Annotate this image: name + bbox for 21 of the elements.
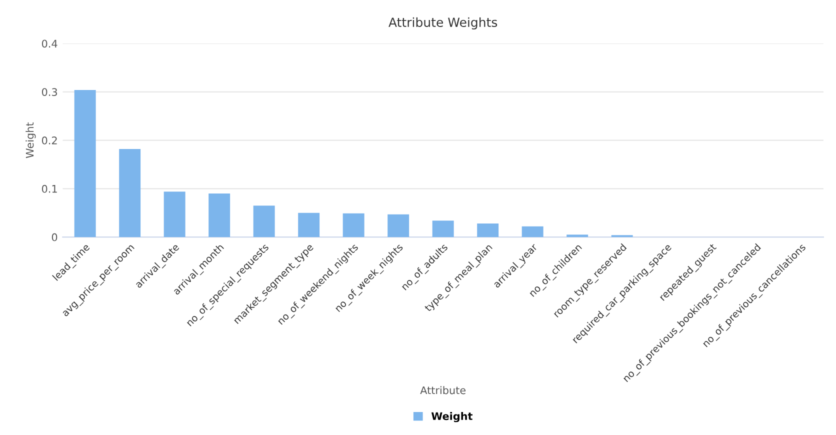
y-tick-label: 0.4: [42, 40, 58, 48]
y-tick-label: 0.3: [42, 88, 58, 96]
y-tick-label: 0.1: [42, 184, 57, 193]
bar: [522, 226, 544, 238]
bar: [253, 206, 275, 238]
bar: [432, 220, 454, 238]
chart-title: Attribute Weights: [388, 17, 498, 30]
bar: [388, 214, 410, 238]
bar: [208, 194, 230, 238]
bar: [342, 213, 364, 238]
bar: [477, 224, 499, 238]
bar: [74, 90, 96, 238]
y-tick-label: 0: [52, 233, 58, 242]
y-tick-label: 0.2: [42, 136, 57, 144]
legend-label: Weight: [431, 412, 472, 422]
y-axis-title: Weight: [26, 122, 36, 158]
x-axis-title: Attribute: [420, 386, 466, 394]
bar: [566, 234, 588, 238]
bar: [164, 192, 186, 238]
bar: [119, 149, 141, 238]
bar: [298, 212, 320, 238]
